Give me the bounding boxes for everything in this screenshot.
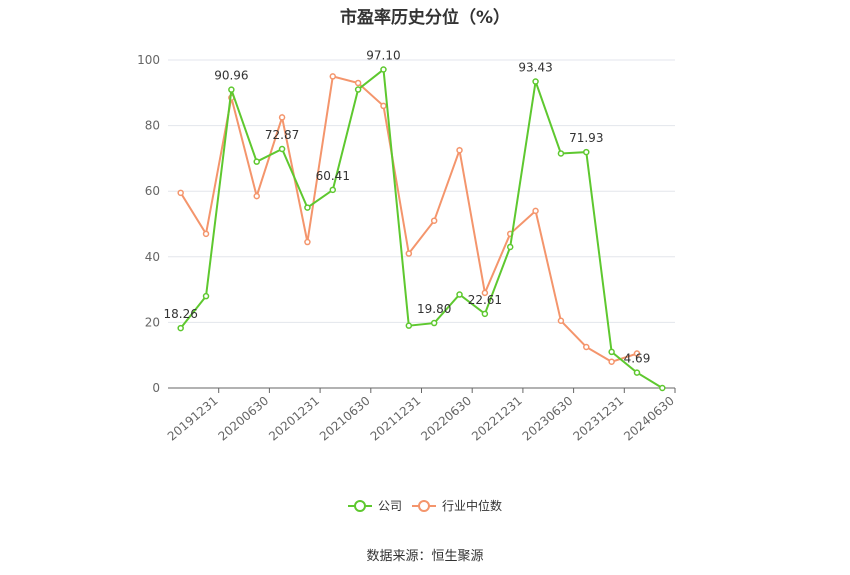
data-point xyxy=(608,348,615,356)
data-point xyxy=(202,292,210,300)
data-point xyxy=(253,158,260,165)
data-label: 90.96 xyxy=(214,69,248,83)
data-label: 18.26 xyxy=(163,307,197,321)
data-point xyxy=(557,150,565,157)
data-point xyxy=(329,73,337,80)
legend-label: 公司 xyxy=(378,499,402,513)
data-point xyxy=(405,322,413,329)
data-point xyxy=(506,243,514,251)
x-tick-label: 20210630 xyxy=(317,394,373,444)
x-tick-label: 20191231 xyxy=(165,394,221,444)
data-point xyxy=(659,384,666,392)
x-tick-label: 20230630 xyxy=(520,394,576,444)
x-tick-label: 20200630 xyxy=(216,394,272,444)
data-source-note: 数据来源：恒生聚源 xyxy=(366,549,484,564)
data-label: 93.43 xyxy=(518,61,552,75)
data-label: 60.41 xyxy=(316,169,350,183)
data-point xyxy=(633,369,641,376)
x-tick-label: 20231231 xyxy=(570,394,626,444)
x-tick-label: 20201231 xyxy=(266,394,322,444)
data-point xyxy=(253,192,260,200)
data-label: 71.93 xyxy=(569,131,603,145)
legend-swatch-marker xyxy=(354,500,366,512)
data-point xyxy=(354,86,362,93)
y-tick-label: 0 xyxy=(152,381,160,395)
x-tick-label: 20221231 xyxy=(469,394,525,444)
y-tick-label: 60 xyxy=(145,184,160,198)
data-point xyxy=(481,289,489,297)
data-point xyxy=(456,146,463,154)
data-point xyxy=(278,114,286,121)
data-label: 19.80 xyxy=(417,302,451,316)
y-tick-label: 80 xyxy=(145,119,160,133)
legend-label: 行业中位数 xyxy=(442,498,502,513)
data-point xyxy=(405,250,413,257)
data-point xyxy=(329,186,337,194)
y-tick-label: 40 xyxy=(145,250,160,264)
data-point xyxy=(430,319,438,327)
data-point xyxy=(304,204,311,211)
data-label: 4.69 xyxy=(624,352,651,366)
data-point xyxy=(633,350,641,357)
chart-title: 市盈率历史分位（%） xyxy=(339,8,511,28)
data-point xyxy=(304,238,311,246)
data-point xyxy=(557,317,565,325)
data-point xyxy=(380,66,387,73)
data-point xyxy=(278,145,286,153)
x-tick-label: 20211231 xyxy=(368,394,424,444)
data-point xyxy=(380,102,387,110)
data-label: 72.87 xyxy=(265,128,299,142)
data-point xyxy=(532,207,539,215)
legend-swatch-marker xyxy=(418,500,430,512)
data-point xyxy=(481,310,489,318)
data-point xyxy=(202,230,210,238)
data-point xyxy=(177,324,184,332)
data-point xyxy=(430,217,438,224)
data-point xyxy=(228,86,235,93)
data-label: 22.61 xyxy=(468,293,502,307)
series-line-0 xyxy=(179,67,663,389)
data-point xyxy=(583,343,590,351)
data-point xyxy=(354,79,362,87)
x-tick-label: 20220630 xyxy=(418,394,474,444)
data-point xyxy=(177,189,184,197)
data-point xyxy=(583,148,590,156)
data-point xyxy=(608,358,615,366)
y-tick-label: 20 xyxy=(145,315,160,329)
x-tick-label: 20240630 xyxy=(621,394,677,444)
data-point xyxy=(532,78,539,85)
data-label: 97.10 xyxy=(366,49,400,63)
data-point xyxy=(456,291,463,298)
y-tick-label: 100 xyxy=(137,53,160,67)
